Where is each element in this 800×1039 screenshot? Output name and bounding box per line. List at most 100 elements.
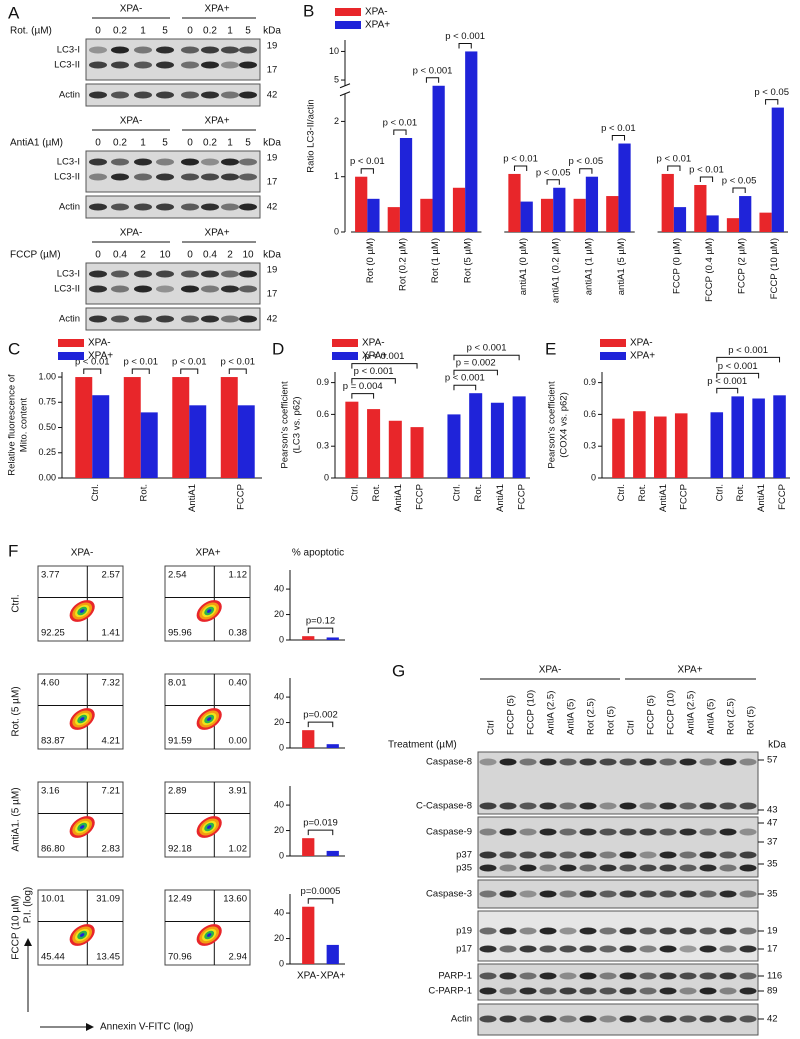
blot-band [679,890,697,898]
blot-band [699,1015,717,1023]
blot-band [499,945,517,953]
blot-band [659,864,677,872]
blot-band [659,927,677,935]
x-tick-label: FCCP (2 µM) [737,238,748,294]
x-tick-label: AntiA1 [393,484,404,512]
bar [452,187,466,232]
x-tick-label: FCCP [679,484,690,510]
blot-band [639,972,657,980]
quadrant-percent: 7.21 [102,786,121,797]
quadrant-percent: 13.60 [223,894,247,905]
y-tick-label: 0 [324,472,329,482]
quadrant-percent: 2.54 [168,570,187,581]
kda-label: 42 [267,90,278,101]
lane-label: 10 [242,250,254,261]
blot-band [619,945,637,953]
bar [237,405,255,478]
blot-band [134,158,152,166]
band-label: LC3-II [54,60,80,71]
bar [752,398,765,478]
blot-band [559,927,577,935]
blot-band [181,61,199,69]
p-value: p < 0.01 [657,153,692,164]
kda-label: 17 [267,289,278,300]
p-value: p < 0.001 [718,361,758,372]
quadrant-percent: 8.01 [168,678,187,689]
quadrant-percent: 3.77 [41,570,60,581]
lane-label: 0.4 [113,250,127,261]
significance-bracket [228,368,247,375]
x-tick-label: FCCP [517,484,528,510]
x-tick-label: antiA1 (5 µM) [616,238,627,295]
y-axis-title: Mito. content [19,397,30,452]
blot-band [719,972,737,980]
axis-arrow [86,1023,94,1031]
blot-band [134,315,152,323]
x-tick-label: FCCP [415,484,426,510]
row-label: Ctrl. [11,594,22,612]
y-axis-title: (COX4 vs. p62) [559,392,570,457]
bar [606,196,619,232]
band-label: Actin [451,1014,472,1025]
blot-band [559,1015,577,1023]
blot-band [659,890,677,898]
blot-band [579,802,597,810]
y-tick-label: 0 [279,958,284,968]
blot-band [659,758,677,766]
bar [420,198,433,232]
blot-band [519,758,537,766]
blot-band [639,890,657,898]
blot-band [479,987,497,995]
quadrant-percent: 7.32 [102,678,121,689]
blot-band [181,158,199,166]
blot-band [89,173,107,181]
group-label: XPA- [120,116,143,127]
quadrant-percent: 70.96 [168,952,192,963]
blot-band [221,203,239,211]
blot-band [156,158,174,166]
blot-band [559,864,577,872]
blot-band [719,1015,737,1023]
blot-band [539,1015,557,1023]
blot-band [619,972,637,980]
blot-band [539,758,557,766]
kda-label: 47 [767,818,778,829]
significance-bracket [667,165,681,171]
band-label: C-Caspase-8 [416,801,472,812]
x-tick-label: antiA1 (0.2 µM) [551,238,562,303]
bar [92,395,110,478]
panel-letter: G [392,661,405,680]
panel-letter: E [545,339,556,358]
bar [172,377,190,478]
quadrant-percent: 10.01 [41,894,65,905]
event-density [79,609,85,613]
bar [553,187,566,232]
blot-band [719,828,737,836]
blot-band [239,285,257,293]
blot-band [479,864,497,872]
bar [220,377,238,478]
blot-band [519,972,537,980]
blot-band [111,158,129,166]
lane-label: FCCP (10) [666,690,677,735]
blot-band [699,864,717,872]
band-label: LC3-I [57,157,80,168]
blot-band [499,927,517,935]
quadrant-percent: 3.16 [41,786,60,797]
p-value: p < 0.01 [75,357,110,368]
lane-label: 0 [95,138,101,149]
bar [432,85,445,232]
row-label: AntiA1. (5 µM) [11,787,22,851]
blot-band [699,972,717,980]
blot-band [739,864,757,872]
legend-swatch [335,8,361,16]
blot-band [134,91,152,99]
p-value: p < 0.05 [569,156,604,167]
bar [387,207,400,232]
blot-band [559,828,577,836]
kda-label: 57 [767,755,778,766]
blot-band [539,802,557,810]
blot-band [519,927,537,935]
band-label: LC3-II [54,172,80,183]
blot-band [719,987,737,995]
